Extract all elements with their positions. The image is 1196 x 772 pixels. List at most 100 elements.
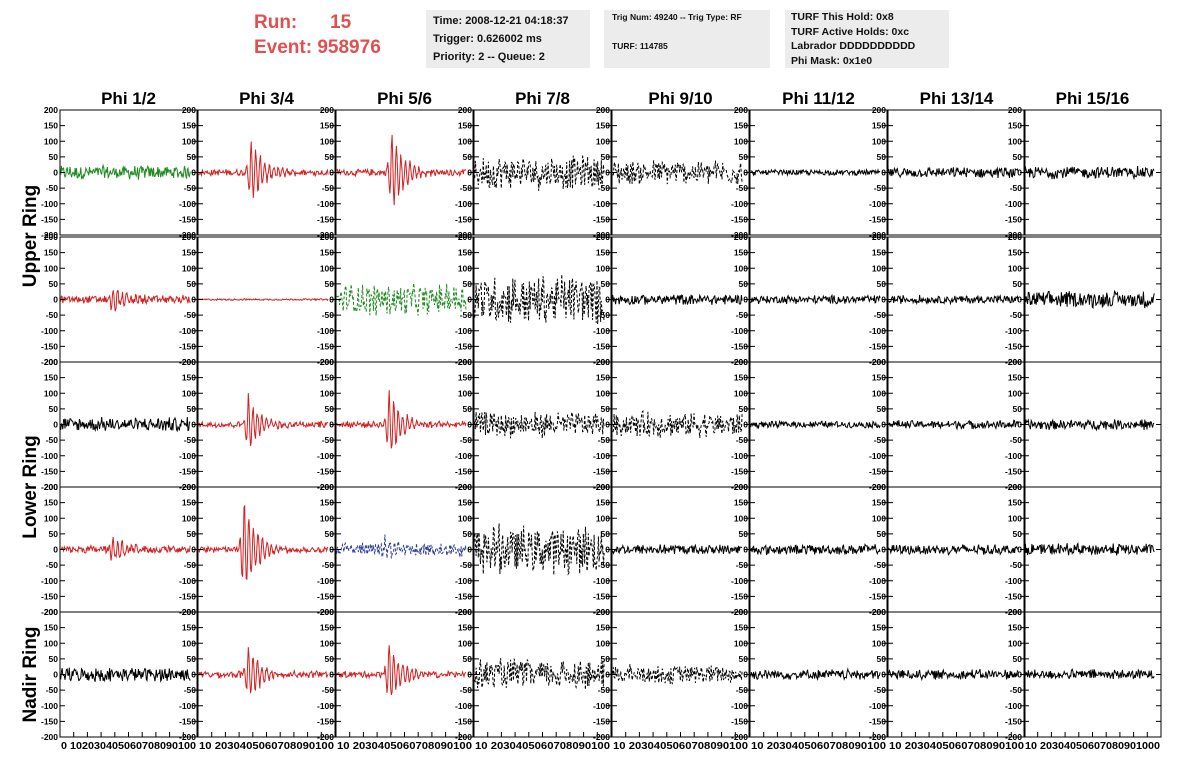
- y-tick-label: 50: [877, 279, 887, 289]
- event-label: Event:: [254, 37, 313, 58]
- y-tick-label: -200: [179, 230, 196, 240]
- y-tick-label: -50: [736, 685, 749, 695]
- waveform-trace: [198, 647, 329, 694]
- y-tick-label: 50: [187, 654, 197, 664]
- waveform-trace: [60, 416, 191, 433]
- y-tick-label: -200: [1005, 230, 1022, 240]
- run-event-header: Run: 15 Event: 958976: [254, 10, 381, 60]
- y-tick-label: -50: [1010, 560, 1023, 570]
- y-tick-label: 200: [872, 607, 886, 617]
- waveform-trace: [336, 283, 467, 316]
- ring-label: Lower Ring: [20, 435, 41, 538]
- y-tick-label: 0: [467, 545, 472, 555]
- y-tick-label: 150: [44, 623, 58, 633]
- waveform-trace: [888, 544, 1019, 556]
- y-tick-label: -50: [322, 310, 335, 320]
- x-tick-label: 10 2030405060708090100: [475, 741, 610, 752]
- y-tick-label: -100: [455, 451, 472, 461]
- y-tick-label: 100: [596, 513, 610, 523]
- waveform-trace: [888, 668, 1019, 682]
- time-text: Time: 2008-12-21 04:18:37: [433, 15, 569, 27]
- y-tick-label: -150: [869, 591, 886, 601]
- y-tick-label: 0: [191, 670, 196, 680]
- panel-frame: [335, 236, 474, 363]
- y-tick-label: -150: [41, 341, 58, 351]
- y-tick-label: -50: [460, 560, 473, 570]
- y-tick-label: 0: [743, 670, 748, 680]
- y-tick-label: -150: [317, 716, 334, 726]
- y-tick-label: -200: [731, 732, 748, 742]
- y-tick-label: -150: [317, 466, 334, 476]
- x-tick-label: 10 2030405060708090100: [613, 741, 748, 752]
- y-tick-label: 150: [596, 373, 610, 383]
- y-tick-label: -200: [869, 230, 886, 240]
- y-tick-label: -100: [593, 199, 610, 209]
- waveform-trace: [198, 297, 329, 302]
- y-tick-label: 100: [320, 388, 334, 398]
- y-tick-label: 50: [49, 279, 59, 289]
- y-tick-label: 0: [881, 420, 886, 430]
- y-tick-label: 100: [320, 638, 334, 648]
- y-tick-label: -100: [179, 701, 196, 711]
- y-tick-label: 50: [739, 654, 749, 664]
- y-tick-label: -150: [593, 591, 610, 601]
- y-tick-label: 0: [329, 670, 334, 680]
- y-tick-label: 0: [53, 670, 58, 680]
- time-info-box: Time: 2008-12-21 04:18:37 Trigger: 0.626…: [426, 10, 590, 68]
- y-tick-label: 100: [734, 136, 748, 146]
- y-tick-label: -100: [455, 326, 472, 336]
- y-tick-label: 100: [596, 638, 610, 648]
- y-tick-label: -50: [184, 685, 197, 695]
- y-tick-label: 200: [596, 105, 610, 115]
- y-tick-label: 200: [734, 105, 748, 115]
- y-tick-label: -100: [317, 451, 334, 461]
- y-tick-label: 200: [458, 357, 472, 367]
- y-tick-label: -50: [874, 685, 887, 695]
- event-value: 958976: [317, 37, 381, 58]
- column-header: Phi 3/4: [239, 89, 294, 108]
- y-tick-label: 0: [881, 295, 886, 305]
- y-tick-label: 100: [1008, 263, 1022, 273]
- y-tick-label: 0: [1017, 168, 1022, 178]
- y-tick-label: 50: [739, 152, 749, 162]
- y-tick-label: 200: [1008, 105, 1022, 115]
- y-tick-label: 0: [605, 670, 610, 680]
- y-tick-label: 200: [872, 105, 886, 115]
- y-tick-label: 100: [1008, 638, 1022, 648]
- y-tick-label: 100: [734, 638, 748, 648]
- y-tick-label: 100: [458, 638, 472, 648]
- y-tick-label: -100: [731, 701, 748, 711]
- y-tick-label: 50: [463, 654, 473, 664]
- y-tick-label: -50: [874, 435, 887, 445]
- waveform-trace: [750, 667, 881, 682]
- y-tick-label: 150: [734, 248, 748, 258]
- waveform-trace: [474, 411, 605, 439]
- y-tick-label: 150: [182, 373, 196, 383]
- y-tick-label: 200: [458, 482, 472, 492]
- y-tick-label: -150: [593, 214, 610, 224]
- y-tick-label: -100: [317, 326, 334, 336]
- y-tick-label: 150: [44, 121, 58, 131]
- y-tick-label: -50: [322, 560, 335, 570]
- y-tick-label: -50: [598, 435, 611, 445]
- y-tick-label: 0: [191, 295, 196, 305]
- y-tick-label: -150: [179, 591, 196, 601]
- waveform-trace: [474, 154, 605, 191]
- y-tick-label: -150: [869, 214, 886, 224]
- y-tick-label: -50: [736, 310, 749, 320]
- y-tick-label: -50: [874, 560, 887, 570]
- y-tick-label: 200: [1008, 232, 1022, 242]
- y-tick-label: 200: [596, 232, 610, 242]
- y-tick-label: 100: [44, 388, 58, 398]
- y-tick-label: 150: [182, 121, 196, 131]
- column-header: Phi 11/12: [782, 89, 855, 108]
- y-tick-label: 0: [467, 420, 472, 430]
- y-tick-label: 50: [877, 654, 887, 664]
- y-tick-label: 200: [872, 482, 886, 492]
- y-tick-label: 50: [1013, 529, 1023, 539]
- priority-text: Priority: 2 -- Queue: 2: [433, 51, 545, 63]
- y-tick-label: 0: [1017, 295, 1022, 305]
- waveform-trace: [336, 134, 467, 206]
- y-tick-label: 150: [872, 498, 886, 508]
- y-tick-label: 0: [881, 545, 886, 555]
